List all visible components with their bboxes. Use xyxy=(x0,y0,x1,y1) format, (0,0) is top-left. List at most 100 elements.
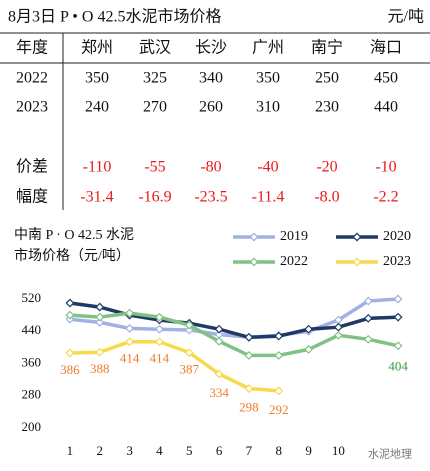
point-marker xyxy=(154,337,164,347)
x-tick-label: 2 xyxy=(97,443,104,458)
table-cell: -23.5 xyxy=(194,189,227,206)
table-cell: 价差 xyxy=(16,158,48,176)
header-cell: 南宁 xyxy=(311,39,343,57)
point-marker xyxy=(244,332,254,342)
legend-label: 2019 xyxy=(280,229,308,244)
point-marker xyxy=(214,324,224,334)
point-marker xyxy=(274,331,284,341)
data-label: 387 xyxy=(180,362,200,377)
legend-label: 2022 xyxy=(280,254,308,269)
x-tick-label: 1 xyxy=(67,443,74,458)
table-cell: 260 xyxy=(199,99,223,116)
y-tick-label: 200 xyxy=(22,419,42,434)
data-label: 292 xyxy=(269,402,289,417)
table-cell: 325 xyxy=(143,70,167,87)
table-cell: 2023 xyxy=(16,99,48,116)
table-cell: 270 xyxy=(143,99,167,116)
point-marker xyxy=(125,337,135,347)
point-marker xyxy=(244,350,254,360)
point-marker xyxy=(65,348,75,358)
header-cell: 郑州 xyxy=(81,39,113,57)
watermark: 水泥地理 xyxy=(368,448,412,461)
series-line xyxy=(69,339,279,393)
x-tick-label: 10 xyxy=(332,443,345,458)
table-cell: 230 xyxy=(315,99,339,116)
header-cell: 海口 xyxy=(370,39,402,57)
point-marker xyxy=(363,296,373,306)
point-marker xyxy=(65,298,75,308)
data-label: 386 xyxy=(60,362,80,377)
x-tick-label: 5 xyxy=(186,443,193,458)
point-marker xyxy=(333,330,343,340)
table-cell: 440 xyxy=(374,99,398,116)
legend-label: 2020 xyxy=(383,229,411,244)
point-marker xyxy=(333,322,343,332)
table-cell: -110 xyxy=(83,159,112,176)
table-cell: -11.4 xyxy=(252,189,285,206)
y-tick-label: 440 xyxy=(22,322,42,337)
table-cell: -20 xyxy=(316,159,337,176)
legend-marker xyxy=(249,257,259,267)
point-marker xyxy=(95,302,105,312)
header-cell: 广州 xyxy=(252,39,284,57)
series-line xyxy=(69,297,399,340)
table-cell: -80 xyxy=(200,159,221,176)
table-cell: 2022 xyxy=(16,70,48,87)
point-marker xyxy=(95,347,105,357)
series-line xyxy=(69,311,399,358)
table-cell: -55 xyxy=(144,159,165,176)
x-tick-label: 4 xyxy=(156,443,163,458)
point-marker xyxy=(274,350,284,360)
point-marker xyxy=(65,310,75,320)
point-marker xyxy=(304,344,314,354)
point-marker xyxy=(244,384,254,393)
table-cell: 340 xyxy=(199,70,223,87)
series-line xyxy=(69,301,399,340)
chart-title: 市场价格（元/吨） xyxy=(14,247,130,264)
data-label: 414 xyxy=(150,351,170,366)
legend-label: 2023 xyxy=(383,254,411,269)
x-tick-label: 9 xyxy=(305,443,312,458)
header-cell: 武汉 xyxy=(139,39,171,57)
point-marker xyxy=(125,323,135,333)
point-marker xyxy=(95,317,105,327)
point-marker xyxy=(274,386,284,396)
point-marker xyxy=(184,320,194,330)
point-marker xyxy=(214,369,224,379)
table-cell: 250 xyxy=(315,70,339,87)
table-cell: -10 xyxy=(375,159,396,176)
data-label: 334 xyxy=(209,385,229,400)
y-tick-label: 520 xyxy=(22,290,42,305)
point-marker xyxy=(214,336,224,346)
legend-marker xyxy=(249,232,259,242)
data-label: 404 xyxy=(388,359,408,374)
table-cell: 240 xyxy=(85,99,109,116)
y-tick-label: 360 xyxy=(22,354,42,369)
data-label: 298 xyxy=(239,399,259,414)
table-title: 8月3日 P • O 42.5水泥市场价格 xyxy=(8,8,221,26)
x-tick-label: 8 xyxy=(276,443,283,458)
x-tick-label: 6 xyxy=(216,443,223,458)
x-tick-label: 3 xyxy=(126,443,133,458)
point-marker xyxy=(393,312,403,322)
header-cell: 年度 xyxy=(16,39,48,57)
table-cell: 350 xyxy=(85,70,109,87)
point-marker xyxy=(304,324,314,334)
table-cell: 310 xyxy=(256,99,280,116)
data-label: 414 xyxy=(120,351,140,366)
point-marker xyxy=(393,294,403,304)
table-cell: -2.2 xyxy=(373,189,398,206)
table-unit: 元/吨 xyxy=(388,8,424,26)
table-cell: -31.4 xyxy=(80,189,113,206)
data-label: 388 xyxy=(90,361,110,376)
x-tick-label: 7 xyxy=(246,443,253,458)
point-marker xyxy=(393,341,403,351)
table-cell: -16.9 xyxy=(138,189,171,206)
point-marker xyxy=(154,324,164,334)
header-cell: 长沙 xyxy=(195,39,227,57)
point-marker xyxy=(154,312,164,322)
chart-title: 中南 P · O 42.5 水泥 xyxy=(14,227,134,243)
point-marker xyxy=(125,308,135,318)
table-cell: -8.0 xyxy=(314,189,339,206)
